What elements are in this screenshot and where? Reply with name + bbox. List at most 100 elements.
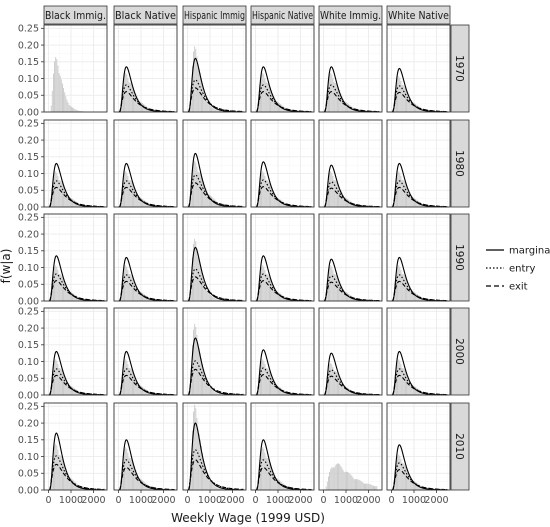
histogram-bar (215, 487, 217, 490)
histogram-bar (397, 77, 398, 112)
histogram-bar (197, 429, 199, 490)
histogram-bar (371, 485, 373, 490)
histogram-bar (142, 292, 143, 301)
histogram-bar (279, 198, 280, 207)
histogram-bar (338, 463, 339, 490)
histogram-bar (211, 196, 212, 207)
histogram-bar (133, 372, 134, 395)
histogram-bar (73, 293, 75, 301)
histogram-bar (69, 197, 71, 207)
histogram-bar (261, 266, 262, 301)
histogram-bar (262, 359, 264, 395)
histogram-bar (330, 171, 332, 207)
histogram-bar (141, 292, 142, 301)
histogram-bar (59, 368, 61, 395)
histogram-bar (275, 197, 277, 207)
x-tick-label: 2000 (220, 495, 244, 506)
histogram-bar (394, 374, 396, 395)
histogram-bar (400, 459, 402, 490)
histogram-bar (124, 360, 125, 395)
histogram-bar (207, 479, 209, 490)
histogram-bar (126, 448, 128, 490)
histogram-bar (121, 374, 123, 395)
histogram-bar (400, 364, 402, 395)
histogram-bar (137, 195, 139, 207)
histogram-bar (128, 368, 130, 395)
histogram-bar (271, 375, 273, 395)
histogram-bar (270, 463, 271, 490)
histogram-bar (215, 298, 217, 301)
histogram-bar (356, 479, 357, 490)
histogram-bar (267, 459, 269, 490)
histogram-bar (364, 483, 365, 490)
histogram-bar (210, 295, 211, 301)
histogram-bar (411, 102, 413, 112)
histogram-bar (329, 472, 330, 490)
histogram-bar (194, 404, 196, 490)
panel (113, 402, 178, 491)
histogram-bar (54, 61, 55, 112)
column-strip-label: White Native (388, 10, 449, 22)
histogram-bar (57, 270, 59, 301)
histogram-bar (59, 455, 61, 490)
histogram-bar (130, 459, 132, 490)
histogram-bar (68, 197, 70, 207)
histogram-bar (399, 455, 401, 490)
panel-border (250, 307, 315, 396)
histogram-bar (409, 97, 411, 112)
histogram-bar (403, 181, 405, 207)
panel-border (113, 24, 178, 113)
y-tick-label: 0.20 (18, 323, 39, 334)
histogram-bar (69, 291, 71, 301)
histogram-bar (66, 380, 68, 395)
histogram-bar (219, 488, 220, 490)
histogram-bar (280, 481, 282, 490)
exit-curve (391, 91, 448, 113)
histogram-bar (340, 379, 342, 395)
x-axis-title: Weekly Wage (1999 USD) (171, 511, 325, 525)
y-tick-label: 0.00 (18, 107, 39, 118)
histogram-bar (338, 375, 339, 395)
histogram-bar (214, 298, 216, 301)
histogram-bar (57, 449, 59, 490)
histogram-bar (407, 375, 409, 395)
legend-label-exit: exit (509, 282, 528, 293)
histogram-bar (63, 184, 64, 207)
histogram-bar (197, 257, 199, 301)
histogram-bar (276, 197, 278, 207)
histogram-bar (415, 481, 416, 490)
histogram-bar (220, 110, 221, 112)
histogram-bar (139, 291, 141, 301)
histogram-bar (412, 102, 414, 112)
histogram-bar (208, 480, 210, 490)
histogram-bar (398, 454, 400, 490)
histogram-bar (337, 463, 338, 490)
panel-border (182, 213, 247, 302)
y-tick-label: 0.05 (18, 374, 39, 385)
histogram-bar (335, 83, 337, 112)
histogram-bar (264, 452, 266, 490)
exit-curve (48, 374, 105, 396)
histogram-bar (273, 192, 275, 207)
histogram-bar (208, 194, 210, 207)
histogram-bar (282, 389, 284, 395)
exit-curve (323, 281, 380, 302)
histogram-bar (269, 276, 270, 301)
histogram-bar (272, 469, 274, 490)
histogram-bar (272, 93, 274, 112)
histogram-bar (141, 198, 142, 207)
histogram-bar (71, 292, 72, 301)
y-tick-label: 0.10 (18, 263, 39, 274)
histogram-bar (216, 487, 218, 490)
panel-border (43, 307, 108, 396)
histogram-bar (332, 467, 334, 490)
panel-border (250, 24, 315, 113)
y-tick-label: 0.20 (18, 40, 39, 51)
histogram-bar (281, 294, 283, 301)
row-strip (450, 402, 470, 491)
histogram-bar (210, 481, 211, 490)
histogram-bar (398, 359, 400, 395)
histogram-bar (417, 294, 419, 301)
histogram-bar (74, 481, 76, 490)
